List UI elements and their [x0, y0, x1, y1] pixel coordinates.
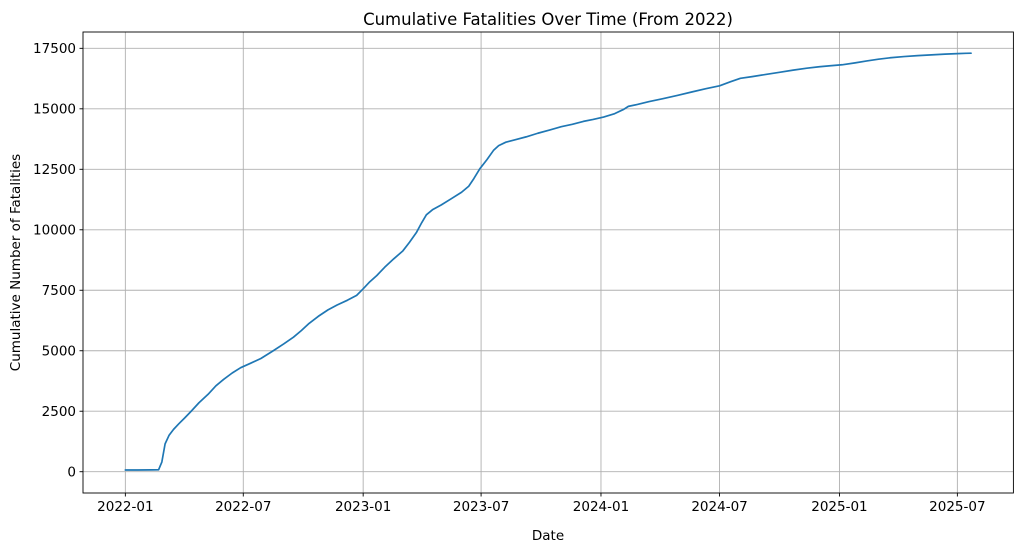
y-tick-label: 15000 — [33, 102, 76, 118]
y-tick-label: 10000 — [33, 222, 76, 238]
y-tick-label: 2500 — [42, 404, 76, 420]
x-tick-label: 2022-07 — [215, 499, 271, 515]
grid-layer — [83, 32, 1014, 493]
x-tick-label: 2025-01 — [811, 499, 867, 515]
tick-layer — [79, 47, 958, 497]
chart-title: Cumulative Fatalities Over Time (From 20… — [363, 10, 733, 29]
plot-border — [82, 31, 1014, 494]
y-tick-label: 5000 — [42, 343, 76, 359]
x-axis-label: Date — [532, 528, 564, 544]
x-tick-label: 2024-01 — [573, 499, 629, 515]
x-tick-label: 2025-07 — [929, 499, 985, 515]
x-tick-label: 2023-07 — [453, 499, 509, 515]
y-axis-label: Cumulative Number of Fatalities — [8, 154, 24, 371]
tick-label-layer: 2022-01 2022-07 2023-01 2023-07 2024-01 2024-… — [33, 41, 986, 515]
x-tick-label: 2023-01 — [335, 499, 391, 515]
y-tick-label: 12500 — [33, 162, 76, 178]
y-tick-label: 7500 — [42, 283, 76, 299]
y-tick-label: 17500 — [33, 41, 76, 57]
x-tick-label: 2022-01 — [97, 499, 153, 515]
x-tick-label: 2024-07 — [691, 499, 747, 515]
y-tick-label: 0 — [67, 464, 76, 480]
fatalities-line — [124, 52, 972, 471]
series-layer — [124, 52, 972, 471]
